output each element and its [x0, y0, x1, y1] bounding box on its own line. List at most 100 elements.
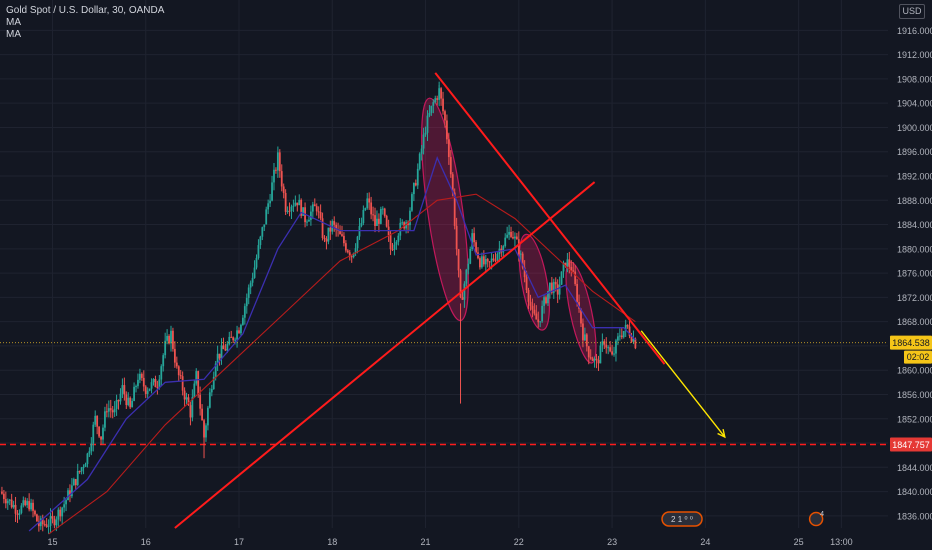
candle-body [142, 377, 145, 387]
candle-body [187, 397, 190, 406]
candle-body [18, 512, 21, 515]
candle-body [296, 202, 299, 206]
time-tick-label: 24 [700, 537, 710, 547]
candle-body [22, 500, 25, 506]
ma-fast-line [28, 156, 636, 532]
candle-body [548, 282, 551, 292]
candle-body [113, 408, 116, 413]
candle-body [346, 250, 349, 253]
candle-body [556, 284, 559, 295]
candle-body [26, 501, 29, 506]
candle-body [372, 214, 374, 216]
candle-body [133, 386, 135, 401]
candle-body [146, 390, 149, 394]
candle-body [517, 239, 520, 255]
candle-body [51, 516, 54, 519]
candle-body [253, 267, 256, 278]
candle-body [203, 420, 205, 438]
candle-body [193, 383, 196, 398]
candle-body [601, 341, 604, 346]
candle-body [230, 336, 233, 338]
candle-body [451, 174, 454, 193]
candle-body [574, 271, 577, 285]
symbol-title[interactable]: Gold Spot / U.S. Dollar, 30, OANDA [6, 5, 165, 16]
event-markers[interactable]: 2 1 ⁰ ⁰ 4 [661, 511, 824, 527]
candle-body [409, 210, 411, 226]
candle-body [271, 182, 273, 201]
time-tick-label: 23 [607, 537, 617, 547]
candle-body [173, 348, 176, 363]
candle-body [228, 336, 231, 345]
candle-body [615, 340, 617, 354]
candle-body [191, 397, 194, 418]
projection-arrow-line [640, 330, 726, 438]
candle-body [430, 105, 433, 113]
candle-body [273, 169, 275, 183]
candle-body [4, 499, 7, 504]
candle-body [597, 360, 600, 364]
candle-body [368, 198, 371, 203]
candle-body [317, 211, 320, 213]
candle-body [201, 408, 203, 421]
candle-body [265, 209, 268, 225]
price-tick-label: 1888.000 [897, 196, 932, 206]
trend-drawings[interactable] [174, 72, 726, 529]
candle-body [69, 490, 71, 497]
grid [0, 0, 888, 528]
candle-body [583, 334, 586, 341]
price-axis[interactable]: 1836.0001840.0001844.0001848.0001852.000… [890, 26, 932, 522]
candle-body [292, 205, 295, 207]
candle-body [197, 371, 200, 395]
candle-body [309, 211, 312, 220]
candle-body [207, 407, 209, 426]
candle-body [220, 345, 223, 359]
candle-body [535, 313, 538, 320]
candle-body [459, 270, 462, 298]
candle-body [137, 379, 139, 387]
time-axis[interactable]: 15 16 17 18 21 22 23 24 25 13:00 [47, 537, 852, 547]
candle-body [568, 259, 571, 268]
candle-body [436, 98, 439, 100]
candle-body [102, 427, 104, 440]
candle-body [420, 148, 423, 154]
support-price-tag [890, 437, 932, 452]
candle-body [383, 208, 386, 216]
indicator-ma-1[interactable]: MA [6, 17, 21, 28]
candle-body [461, 297, 464, 300]
candle-body [414, 183, 417, 186]
candle-body [59, 509, 62, 517]
price-tick-label: 1884.000 [897, 220, 932, 230]
candle-body [96, 415, 99, 427]
currency-badge[interactable]: USD [899, 4, 925, 19]
ascending-trendline [174, 181, 596, 529]
candle-body [463, 283, 466, 300]
candle-body [370, 202, 373, 215]
candle-body [286, 210, 289, 212]
candle-body [10, 499, 13, 508]
candle-body [356, 236, 359, 249]
candle-body [512, 236, 514, 239]
candle-body [618, 335, 621, 337]
candle-body [267, 203, 270, 210]
candle-body [72, 479, 75, 486]
candle-body [94, 415, 97, 425]
candle-body [449, 157, 452, 175]
candle-body [479, 258, 481, 268]
candle-body [127, 397, 130, 406]
support-price-label: 1847.757 [892, 440, 930, 450]
price-tick-label: 1840.000 [897, 487, 932, 497]
candle-body [531, 305, 534, 310]
candle-body [329, 227, 332, 232]
candle-body [426, 115, 429, 133]
candle-body [214, 363, 217, 377]
candle-body [302, 207, 305, 216]
candle-body [434, 98, 437, 103]
chart-legend: Gold Spot / U.S. Dollar, 30, OANDA MA MA [6, 5, 164, 41]
candle-body [539, 321, 542, 323]
time-tick-label: 17 [234, 537, 244, 547]
countdown-tag [904, 350, 932, 364]
candle-body [529, 301, 532, 306]
candle-body [36, 514, 38, 522]
indicator-ma-2[interactable]: MA [6, 29, 21, 40]
